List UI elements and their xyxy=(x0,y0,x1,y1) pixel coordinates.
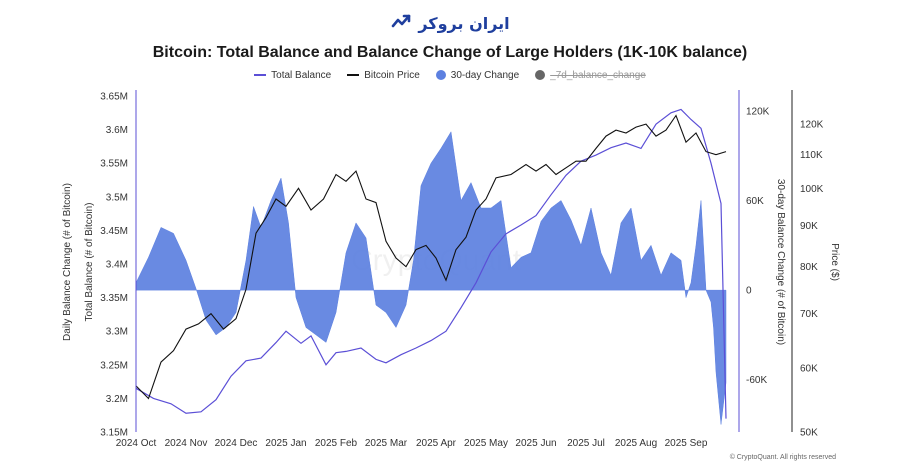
y-tick-label-price: 100K xyxy=(800,184,824,195)
x-tick-label: 2025 Mar xyxy=(365,438,408,449)
x-tick-label: 2025 Sep xyxy=(665,438,708,449)
x-tick-label: 2025 Jul xyxy=(567,438,605,449)
series-total-balance-line xyxy=(135,108,727,419)
y-tick-label-change: 0 xyxy=(746,286,752,297)
legend-label: Total Balance xyxy=(271,69,332,81)
trend-chart-icon xyxy=(390,10,412,37)
legend-item-bitcoin-price[interactable]: Bitcoin Price xyxy=(347,68,420,82)
legend-label: 30-day Change xyxy=(450,69,520,81)
legend-swatch-30-day-change xyxy=(435,70,446,80)
legend-label: _7d_balance_change xyxy=(550,69,646,81)
y-tick-label-price: 80K xyxy=(800,262,818,273)
y-axis-title-30-day-change: 30-day Balance Change (# of Bitcoin) xyxy=(775,179,786,345)
y-tick-label-balance: 3.25M xyxy=(100,360,128,371)
series-30-day-change-area xyxy=(135,131,727,425)
y-tick-label-balance: 3.5M xyxy=(106,192,128,203)
x-tick-label: 2024 Nov xyxy=(165,438,208,449)
y-tick-label-price: 120K xyxy=(800,120,824,131)
legend-label: Bitcoin Price xyxy=(364,69,420,81)
legend-swatch-bitcoin-price xyxy=(347,74,360,76)
x-tick-label: 2025 Jan xyxy=(265,438,306,449)
y-tick-label-price: 90K xyxy=(800,221,818,232)
x-tick-label: 2025 Feb xyxy=(315,438,358,449)
legend-swatch-7d-balance-change xyxy=(535,70,546,80)
legend-item-total-balance[interactable]: Total Balance xyxy=(254,68,331,82)
y-tick-label-balance: 3.6M xyxy=(106,125,128,136)
y-tick-label-change: 120K xyxy=(746,106,770,117)
x-tick-label: 2025 Aug xyxy=(615,438,657,449)
brand-header: ایران بروکر xyxy=(0,8,900,38)
y-tick-label-balance: 3.65M xyxy=(100,92,128,103)
legend: Total Balance Bitcoin Price 30-day Chang… xyxy=(0,68,900,82)
y-tick-label-balance: 3.15M xyxy=(100,428,128,439)
y-tick-label-change: -60K xyxy=(746,375,767,386)
brand-name: ایران بروکر xyxy=(418,13,510,33)
y-tick-label-balance: 3.2M xyxy=(106,394,128,405)
y-tick-label-price: 70K xyxy=(800,309,818,320)
y-tick-label-price: 60K xyxy=(800,363,818,374)
chart-title: Bitcoin: Total Balance and Balance Chang… xyxy=(152,44,748,61)
y-axis-title-total-balance: Total Balance (# of Bitcoin) xyxy=(84,203,95,322)
x-tick-label: 2024 Dec xyxy=(215,438,258,449)
y-tick-label-change: 60K xyxy=(746,196,764,207)
x-tick-label: 2024 Oct xyxy=(116,438,157,449)
legend-item-30-day-change[interactable]: 30-day Change xyxy=(435,68,520,82)
x-tick-label: 2025 Apr xyxy=(416,438,457,449)
series-bitcoin-price-line xyxy=(135,114,727,400)
legend-swatch-total-balance xyxy=(254,74,267,76)
x-tick-label: 2025 May xyxy=(464,438,508,449)
y-axis-title-daily-change: Daily Balance Change (# of Bitcoin) xyxy=(62,183,73,341)
y-tick-label-balance: 3.35M xyxy=(100,293,128,304)
y-tick-label-price: 50K xyxy=(800,428,818,439)
y-tick-label-balance: 3.55M xyxy=(100,159,128,170)
y-tick-label-price: 110K xyxy=(800,150,823,161)
x-tick-label: 2025 Jun xyxy=(515,438,556,449)
y-tick-label-balance: 3.4M xyxy=(106,260,128,271)
y-tick-label-balance: 3.3M xyxy=(106,327,128,338)
y-axis-title-price: Price ($) xyxy=(829,243,840,281)
y-tick-label-balance: 3.45M xyxy=(100,226,128,237)
legend-item-7d-balance-change[interactable]: _7d_balance_change xyxy=(535,68,646,82)
copyright-text: © CryptoQuant. All rights reserved xyxy=(729,454,836,461)
